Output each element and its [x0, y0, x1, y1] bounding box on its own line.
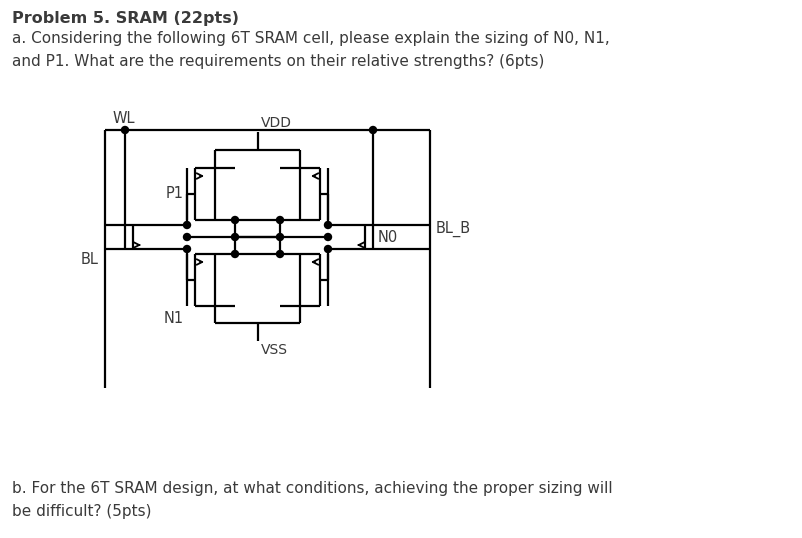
Circle shape: [370, 126, 376, 133]
Text: BL: BL: [81, 251, 99, 266]
Text: VDD: VDD: [261, 116, 292, 130]
Circle shape: [232, 233, 238, 240]
Circle shape: [121, 126, 128, 133]
Text: N1: N1: [164, 311, 184, 326]
Circle shape: [325, 245, 331, 252]
Circle shape: [184, 222, 191, 229]
Text: BL_B: BL_B: [436, 221, 471, 237]
Circle shape: [277, 216, 283, 223]
Circle shape: [232, 216, 238, 223]
Text: a. Considering the following 6T SRAM cell, please explain the sizing of N0, N1,
: a. Considering the following 6T SRAM cel…: [12, 31, 610, 69]
Text: N0: N0: [378, 230, 399, 244]
Circle shape: [184, 245, 191, 252]
Text: Problem 5. SRAM (22pts): Problem 5. SRAM (22pts): [12, 11, 239, 26]
Text: WL: WL: [113, 111, 136, 126]
Text: P1: P1: [166, 187, 184, 202]
Circle shape: [184, 233, 191, 240]
Circle shape: [277, 251, 283, 258]
Circle shape: [325, 222, 331, 229]
Text: VSS: VSS: [261, 343, 288, 357]
Circle shape: [277, 233, 283, 240]
Circle shape: [325, 233, 331, 240]
Circle shape: [232, 251, 238, 258]
Text: b. For the 6T SRAM design, at what conditions, achieving the proper sizing will
: b. For the 6T SRAM design, at what condi…: [12, 481, 613, 519]
